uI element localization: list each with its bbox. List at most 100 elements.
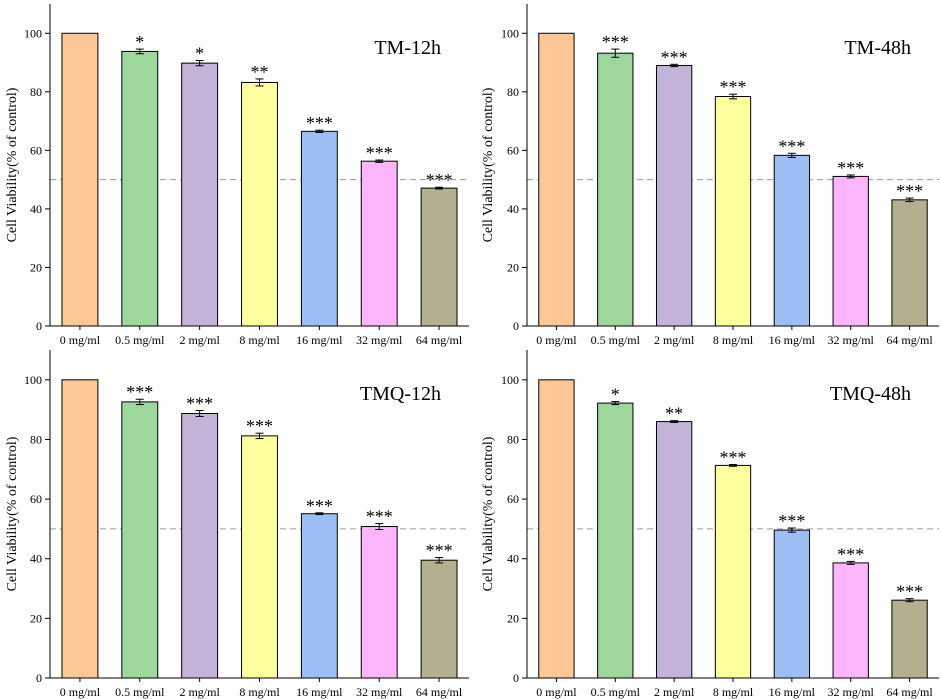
significance-label: *** bbox=[778, 511, 805, 531]
significance-label: ** bbox=[665, 404, 683, 424]
x-tick-label: 0.5 mg/ml bbox=[115, 685, 165, 699]
bar-3 bbox=[181, 413, 219, 679]
error-bar-3 bbox=[195, 59, 204, 67]
significance-label: *** bbox=[778, 136, 805, 156]
bar-6 bbox=[832, 175, 869, 327]
chart-panel-1: 0 mg/ml * 0.5 mg/ml * 2 mg/ml ** 8 mg/ml *** 16 … bbox=[5, 4, 469, 347]
x-tick-label: 64 mg/ml bbox=[416, 333, 463, 347]
y-tick-label: 0 bbox=[513, 671, 519, 685]
error-bar-2 bbox=[611, 48, 620, 58]
y-axis-label: Cell Viability(% of control) bbox=[5, 436, 20, 591]
y-tick-label: 0 bbox=[36, 319, 42, 333]
bar-1 bbox=[538, 32, 575, 327]
chart-title: TM-12h bbox=[374, 37, 441, 59]
x-tick-label: 16 mg/ml bbox=[296, 685, 343, 699]
x-tick-label: 32 mg/ml bbox=[828, 685, 875, 699]
error-bar-4 bbox=[255, 78, 264, 87]
bar-7 bbox=[420, 187, 458, 327]
significance-label: *** bbox=[661, 47, 688, 67]
significance-label: *** bbox=[720, 77, 747, 97]
significance-label: *** bbox=[837, 544, 864, 564]
error-bar-2 bbox=[611, 401, 620, 406]
x-tick-label: 16 mg/ml bbox=[296, 333, 343, 347]
significance-label: *** bbox=[426, 170, 453, 190]
error-bar-5 bbox=[787, 527, 796, 533]
y-tick-label: 80 bbox=[30, 85, 42, 99]
x-tick-label: 64 mg/ml bbox=[416, 685, 463, 699]
x-tick-label: 0.5 mg/ml bbox=[591, 333, 641, 347]
y-tick-label: 40 bbox=[30, 202, 42, 216]
significance-label: *** bbox=[896, 582, 923, 602]
x-tick-label: 16 mg/ml bbox=[769, 685, 816, 699]
bar-1 bbox=[61, 379, 99, 679]
significance-label: *** bbox=[426, 541, 453, 561]
x-tick-label: 2 mg/ml bbox=[654, 333, 695, 347]
x-tick-label: 0.5 mg/ml bbox=[591, 685, 641, 699]
x-tick-label: 0 mg/ml bbox=[536, 685, 577, 699]
bar-4 bbox=[714, 464, 752, 679]
x-tick-label: 0.5 mg/ml bbox=[115, 333, 165, 347]
bar-5 bbox=[773, 529, 811, 679]
y-tick-label: 20 bbox=[30, 611, 42, 625]
error-bar-3 bbox=[670, 420, 679, 423]
significance-label: * bbox=[611, 385, 620, 405]
x-tick-label: 8 mg/ml bbox=[713, 333, 754, 347]
error-bar-3 bbox=[670, 63, 679, 68]
significance-label: *** bbox=[366, 143, 393, 163]
y-axis-label: Cell Viability(% of control) bbox=[5, 87, 20, 242]
bar-3 bbox=[181, 62, 219, 327]
error-bar-5 bbox=[315, 512, 324, 516]
y-tick-label: 80 bbox=[507, 85, 519, 99]
bar-5 bbox=[300, 130, 338, 327]
y-tick-label: 60 bbox=[30, 143, 42, 157]
error-bar-7 bbox=[435, 557, 444, 564]
significance-label: *** bbox=[246, 416, 273, 436]
error-bar-6 bbox=[375, 159, 384, 163]
x-tick-label: 8 mg/ml bbox=[239, 333, 280, 347]
significance-label: *** bbox=[126, 382, 153, 402]
error-bar-5 bbox=[315, 129, 324, 134]
significance-label: *** bbox=[366, 507, 393, 527]
error-bar-2 bbox=[135, 398, 144, 406]
x-tick-label: 16 mg/ml bbox=[769, 333, 816, 347]
x-tick-label: 0 mg/ml bbox=[536, 333, 577, 347]
error-bar-6 bbox=[846, 560, 855, 565]
bar-2 bbox=[121, 50, 159, 327]
significance-label: * bbox=[135, 32, 144, 52]
y-tick-label: 60 bbox=[507, 143, 519, 157]
error-bar-7 bbox=[905, 197, 914, 203]
bar-3 bbox=[655, 64, 693, 327]
significance-label: *** bbox=[720, 448, 747, 468]
significance-label: *** bbox=[837, 158, 864, 178]
significance-label: ** bbox=[251, 62, 269, 82]
significance-label: *** bbox=[602, 32, 629, 52]
error-bar-4 bbox=[729, 464, 737, 467]
y-axis-label: Cell Viability(% of control) bbox=[481, 436, 496, 591]
chart-title: TMQ-48h bbox=[830, 383, 911, 405]
y-tick-label: 0 bbox=[36, 671, 42, 685]
x-tick-label: 32 mg/ml bbox=[356, 333, 403, 347]
error-bar-7 bbox=[435, 186, 444, 190]
y-tick-label: 40 bbox=[507, 202, 519, 216]
chart-panel-2: 0 mg/ml *** 0.5 mg/ml *** 2 mg/ml *** 8 mg/ml *… bbox=[481, 4, 939, 347]
bar-7 bbox=[891, 199, 928, 327]
bar-6 bbox=[360, 160, 398, 327]
y-tick-label: 40 bbox=[507, 552, 519, 566]
significance-label: *** bbox=[306, 113, 333, 133]
bar-2 bbox=[121, 401, 159, 679]
bar-6 bbox=[360, 526, 398, 679]
y-tick-label: 100 bbox=[24, 26, 42, 40]
y-tick-label: 20 bbox=[507, 611, 519, 625]
chart-title: TM-48h bbox=[844, 37, 911, 59]
y-tick-label: 60 bbox=[507, 492, 519, 506]
y-tick-label: 0 bbox=[513, 319, 519, 333]
y-tick-label: 60 bbox=[30, 492, 42, 506]
x-tick-label: 0 mg/ml bbox=[60, 685, 101, 699]
bar-2 bbox=[597, 52, 634, 327]
y-tick-label: 40 bbox=[30, 552, 42, 566]
y-tick-label: 20 bbox=[30, 260, 42, 274]
error-bar-6 bbox=[846, 174, 855, 179]
error-bar-5 bbox=[787, 152, 796, 158]
bar-1 bbox=[61, 32, 99, 327]
